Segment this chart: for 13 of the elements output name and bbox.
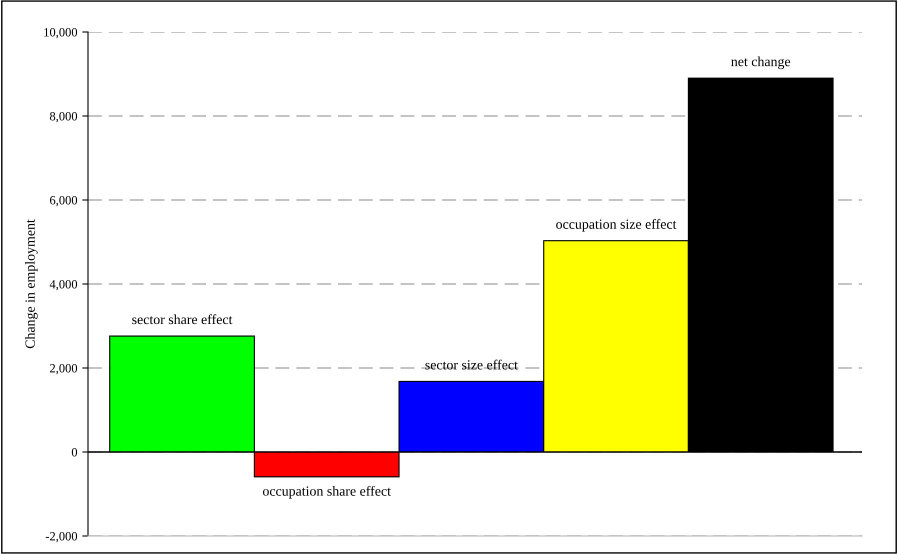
y-tick-label: 0 (72, 448, 78, 456)
y-tick-label: 8,000 (50, 112, 78, 122)
y-tick-label: 2,000 (50, 364, 78, 374)
y-tick-label: -2,000 (46, 532, 78, 542)
y-tick-label: 6,000 (50, 196, 78, 206)
y-axis-title: Change in employment (25, 219, 38, 348)
y-tick-label: 10,000 (44, 28, 78, 38)
x-tick-label: sector share effect (132, 314, 232, 324)
x-tick-label: net change (731, 56, 790, 70)
x-tick-label: occupation share effect (262, 486, 391, 499)
x-tick-label: sector size effect (425, 360, 518, 370)
x-tick-label: occupation size effect (556, 218, 676, 232)
y-tick-label: 4,000 (50, 280, 78, 290)
